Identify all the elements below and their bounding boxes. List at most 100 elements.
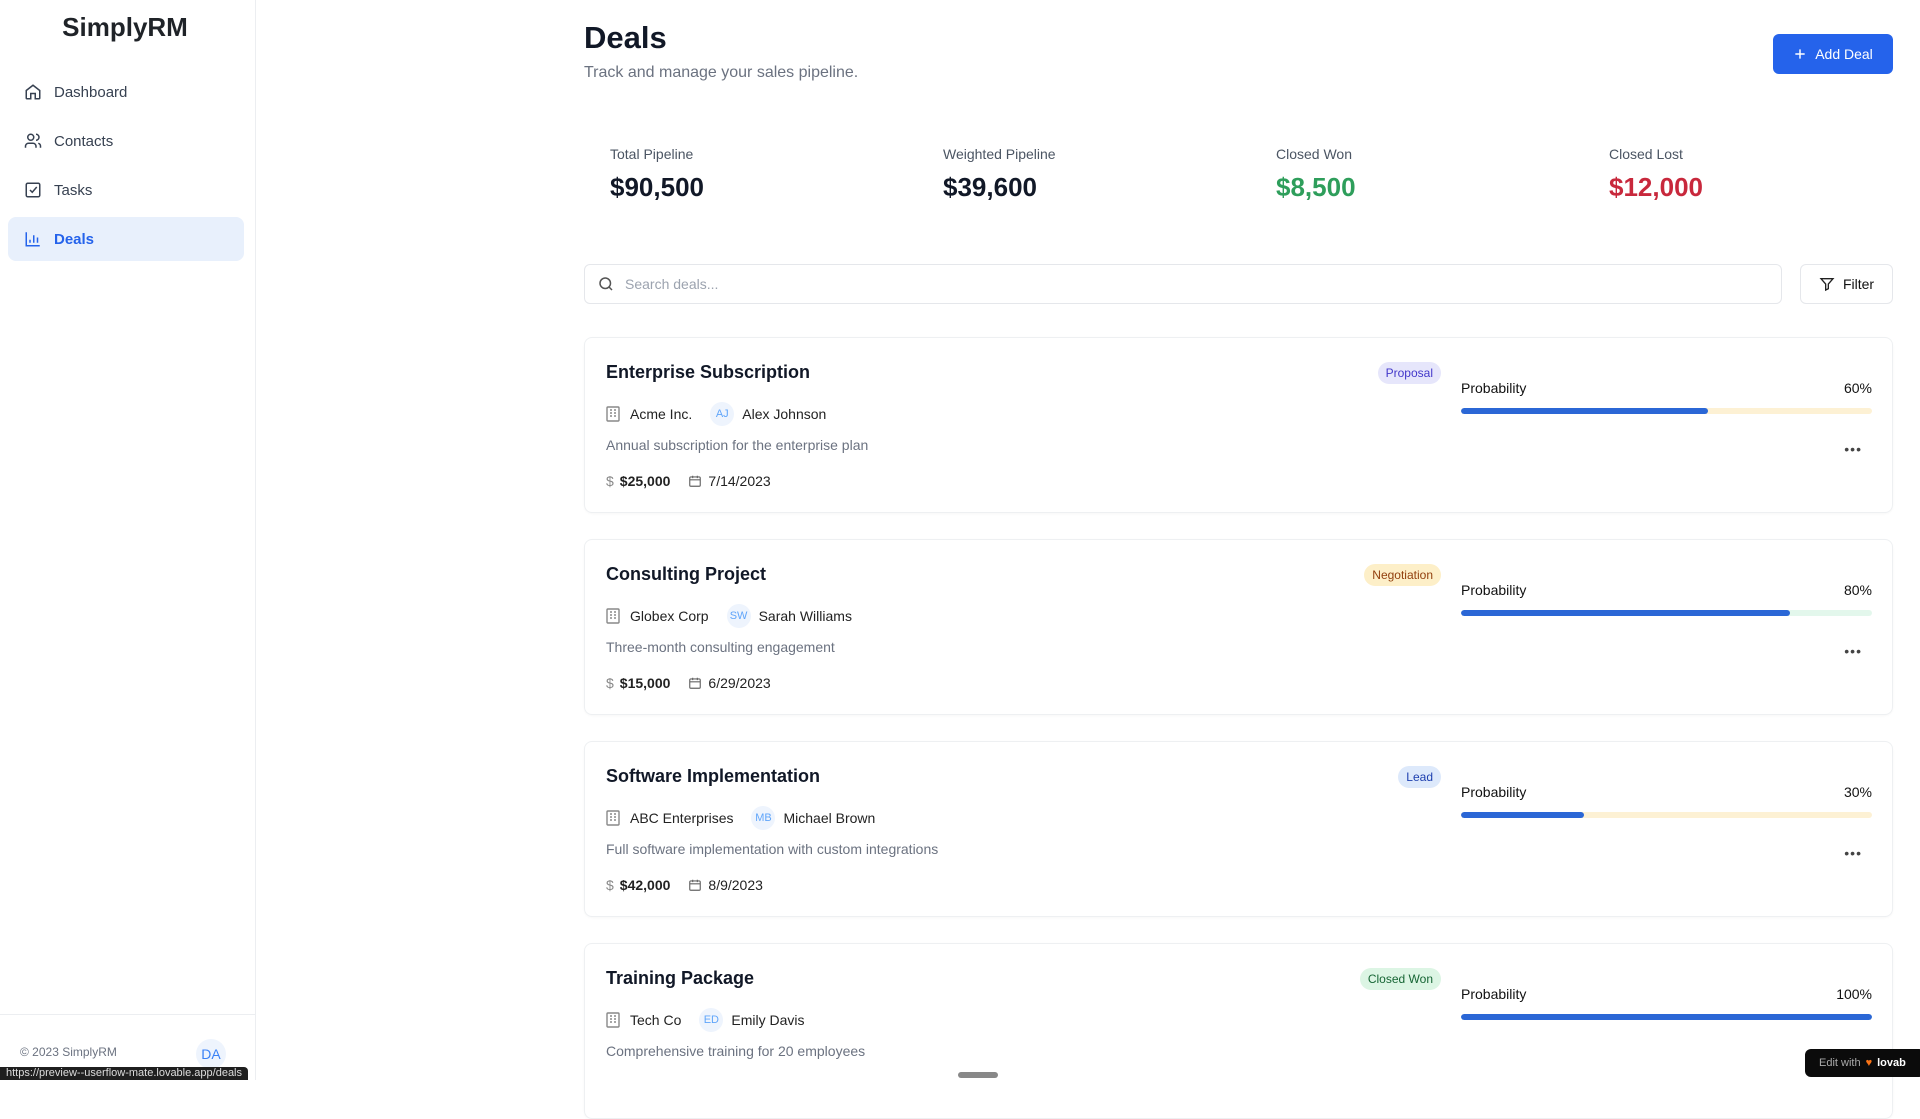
deal-amount: $42,000 — [619, 877, 671, 893]
sidebar-item-label: Deals — [54, 230, 95, 248]
sidebar-footer: © 2023 SimplyRM DA — [0, 1014, 256, 1080]
calendar-icon — [689, 475, 702, 487]
deal-card[interactable]: Consulting Project Negotiation Globex Co… — [584, 539, 1893, 715]
probability-bar — [1461, 610, 1872, 616]
company-name: Tech Co — [630, 1012, 682, 1028]
stat-label: Closed Lost — [1609, 146, 1683, 162]
deal-card[interactable]: Training Package Closed Won Tech Co ED E… — [584, 943, 1893, 1119]
building-icon — [606, 810, 620, 826]
contact-name: Emily Davis — [731, 1012, 805, 1028]
filter-icon — [1819, 278, 1835, 292]
deal-card[interactable]: Enterprise Subscription Proposal Acme In… — [584, 337, 1893, 513]
app-logo: SimplyRM — [62, 12, 188, 42]
stat-value: $39,600 — [943, 172, 1037, 202]
probability-fill — [1461, 610, 1790, 616]
deal-meta: Globex Corp SW Sarah Williams — [606, 604, 852, 628]
stage-badge: Lead — [1398, 766, 1441, 788]
edit-badge-text: Edit with — [1819, 1057, 1861, 1069]
stage-badge: Proposal — [1377, 362, 1441, 384]
probability-value: 60% — [1843, 380, 1872, 396]
filter-label: Filter — [1842, 276, 1875, 292]
status-url-tooltip: https://preview--userflow-mate.lovable.a… — [0, 1067, 249, 1080]
stat-label: Closed Won — [1276, 146, 1353, 162]
sidebar-item-label: Contacts — [54, 132, 114, 150]
deal-details: $ $25,000 7/14/2023 — [606, 473, 771, 489]
probability-section: Probability 30% — [1461, 784, 1872, 818]
probability-value: 80% — [1843, 582, 1872, 598]
stage-badge: Closed Won — [1359, 968, 1441, 990]
sidebar-item-label: Tasks — [54, 181, 93, 199]
contact-avatar: MB — [751, 806, 776, 830]
bar-chart-icon — [25, 232, 40, 247]
contact-avatar: SW — [726, 604, 751, 628]
deal-amount: $15,000 — [619, 675, 671, 691]
dollar-icon: $ — [606, 877, 614, 893]
contact-name: Sarah Williams — [758, 608, 852, 624]
deal-description: Comprehensive training for 20 employees — [606, 1043, 866, 1059]
calendar-icon — [689, 677, 702, 689]
sidebar-item-tasks[interactable]: Tasks — [8, 168, 244, 212]
sidebar-item-label: Dashboard — [54, 83, 128, 101]
search-input[interactable]: Search deals... — [584, 264, 1782, 304]
sidebar: SimplyRM Dashboard Contacts Tasks Deals … — [0, 0, 256, 1080]
probability-bar — [1461, 408, 1872, 414]
more-options-icon[interactable]: ••• — [1844, 845, 1862, 861]
deal-meta: Tech Co ED Emily Davis — [606, 1008, 804, 1032]
deal-title[interactable]: Consulting Project — [606, 564, 767, 584]
deal-details: $ $42,000 8/9/2023 — [606, 877, 763, 893]
building-icon — [606, 1012, 620, 1028]
probability-value: 100% — [1836, 986, 1872, 1002]
deal-description: Annual subscription for the enterprise p… — [606, 437, 869, 453]
page-title: Deals — [584, 20, 667, 55]
company-name: Acme Inc. — [630, 406, 693, 422]
probability-fill — [1461, 1014, 1872, 1020]
user-avatar[interactable]: DA — [196, 1039, 226, 1069]
stage-badge: Negotiation — [1364, 564, 1441, 586]
dollar-icon: $ — [606, 675, 614, 691]
more-options-icon[interactable]: ••• — [1844, 643, 1862, 659]
contact-name: Alex Johnson — [742, 406, 827, 422]
probability-label: Probability — [1461, 582, 1527, 598]
probability-fill — [1461, 812, 1585, 818]
probability-label: Probability — [1461, 380, 1527, 396]
deal-title[interactable]: Training Package — [606, 968, 755, 988]
sidebar-nav: Dashboard Contacts Tasks Deals — [8, 70, 244, 266]
copyright: © 2023 SimplyRM — [20, 1045, 117, 1059]
deal-date: 8/9/2023 — [708, 877, 763, 893]
company-name: ABC Enterprises — [630, 810, 734, 826]
users-icon — [24, 133, 42, 148]
company-name: Globex Corp — [630, 608, 709, 624]
deal-title[interactable]: Enterprise Subscription — [606, 362, 811, 382]
edit-with-lovable-badge[interactable]: Edit with ♥ lovab — [1805, 1049, 1920, 1077]
plus-icon — [1795, 49, 1805, 59]
calendar-icon — [689, 879, 702, 891]
deal-card[interactable]: Software Implementation Lead ABC Enterpr… — [584, 741, 1893, 917]
deal-meta: Acme Inc. AJ Alex Johnson — [606, 402, 826, 426]
stat-value: $8,500 — [1276, 172, 1356, 202]
deal-description: Full software implementation with custom… — [606, 841, 939, 857]
probability-label: Probability — [1461, 784, 1527, 800]
search-placeholder: Search deals... — [625, 276, 719, 292]
stat-label: Total Pipeline — [610, 146, 694, 162]
probability-bar — [1461, 812, 1872, 818]
deal-meta: ABC Enterprises MB Michael Brown — [606, 806, 875, 830]
stat-closed-won: Closed Won $8,500 — [1276, 146, 1356, 203]
stat-total-pipeline: Total Pipeline $90,500 — [610, 146, 704, 203]
scroll-indicator[interactable] — [958, 1072, 998, 1078]
probability-section: Probability 60% — [1461, 380, 1872, 414]
more-options-icon[interactable]: ••• — [1844, 441, 1862, 457]
filter-button[interactable]: Filter — [1800, 264, 1893, 304]
sidebar-item-deals[interactable]: Deals — [8, 217, 244, 261]
contact-name: Michael Brown — [783, 810, 876, 826]
check-square-icon — [25, 182, 41, 198]
stat-value: $12,000 — [1609, 172, 1703, 202]
probability-label: Probability — [1461, 986, 1527, 1002]
stat-label: Weighted Pipeline — [943, 146, 1056, 162]
sidebar-item-dashboard[interactable]: Dashboard — [8, 70, 244, 114]
add-deal-label: Add Deal — [1815, 46, 1873, 62]
sidebar-item-contacts[interactable]: Contacts — [8, 119, 244, 163]
deal-title[interactable]: Software Implementation — [606, 766, 821, 786]
contact-avatar: AJ — [710, 402, 735, 426]
deal-amount: $25,000 — [619, 473, 671, 489]
add-deal-button[interactable]: Add Deal — [1773, 34, 1893, 74]
